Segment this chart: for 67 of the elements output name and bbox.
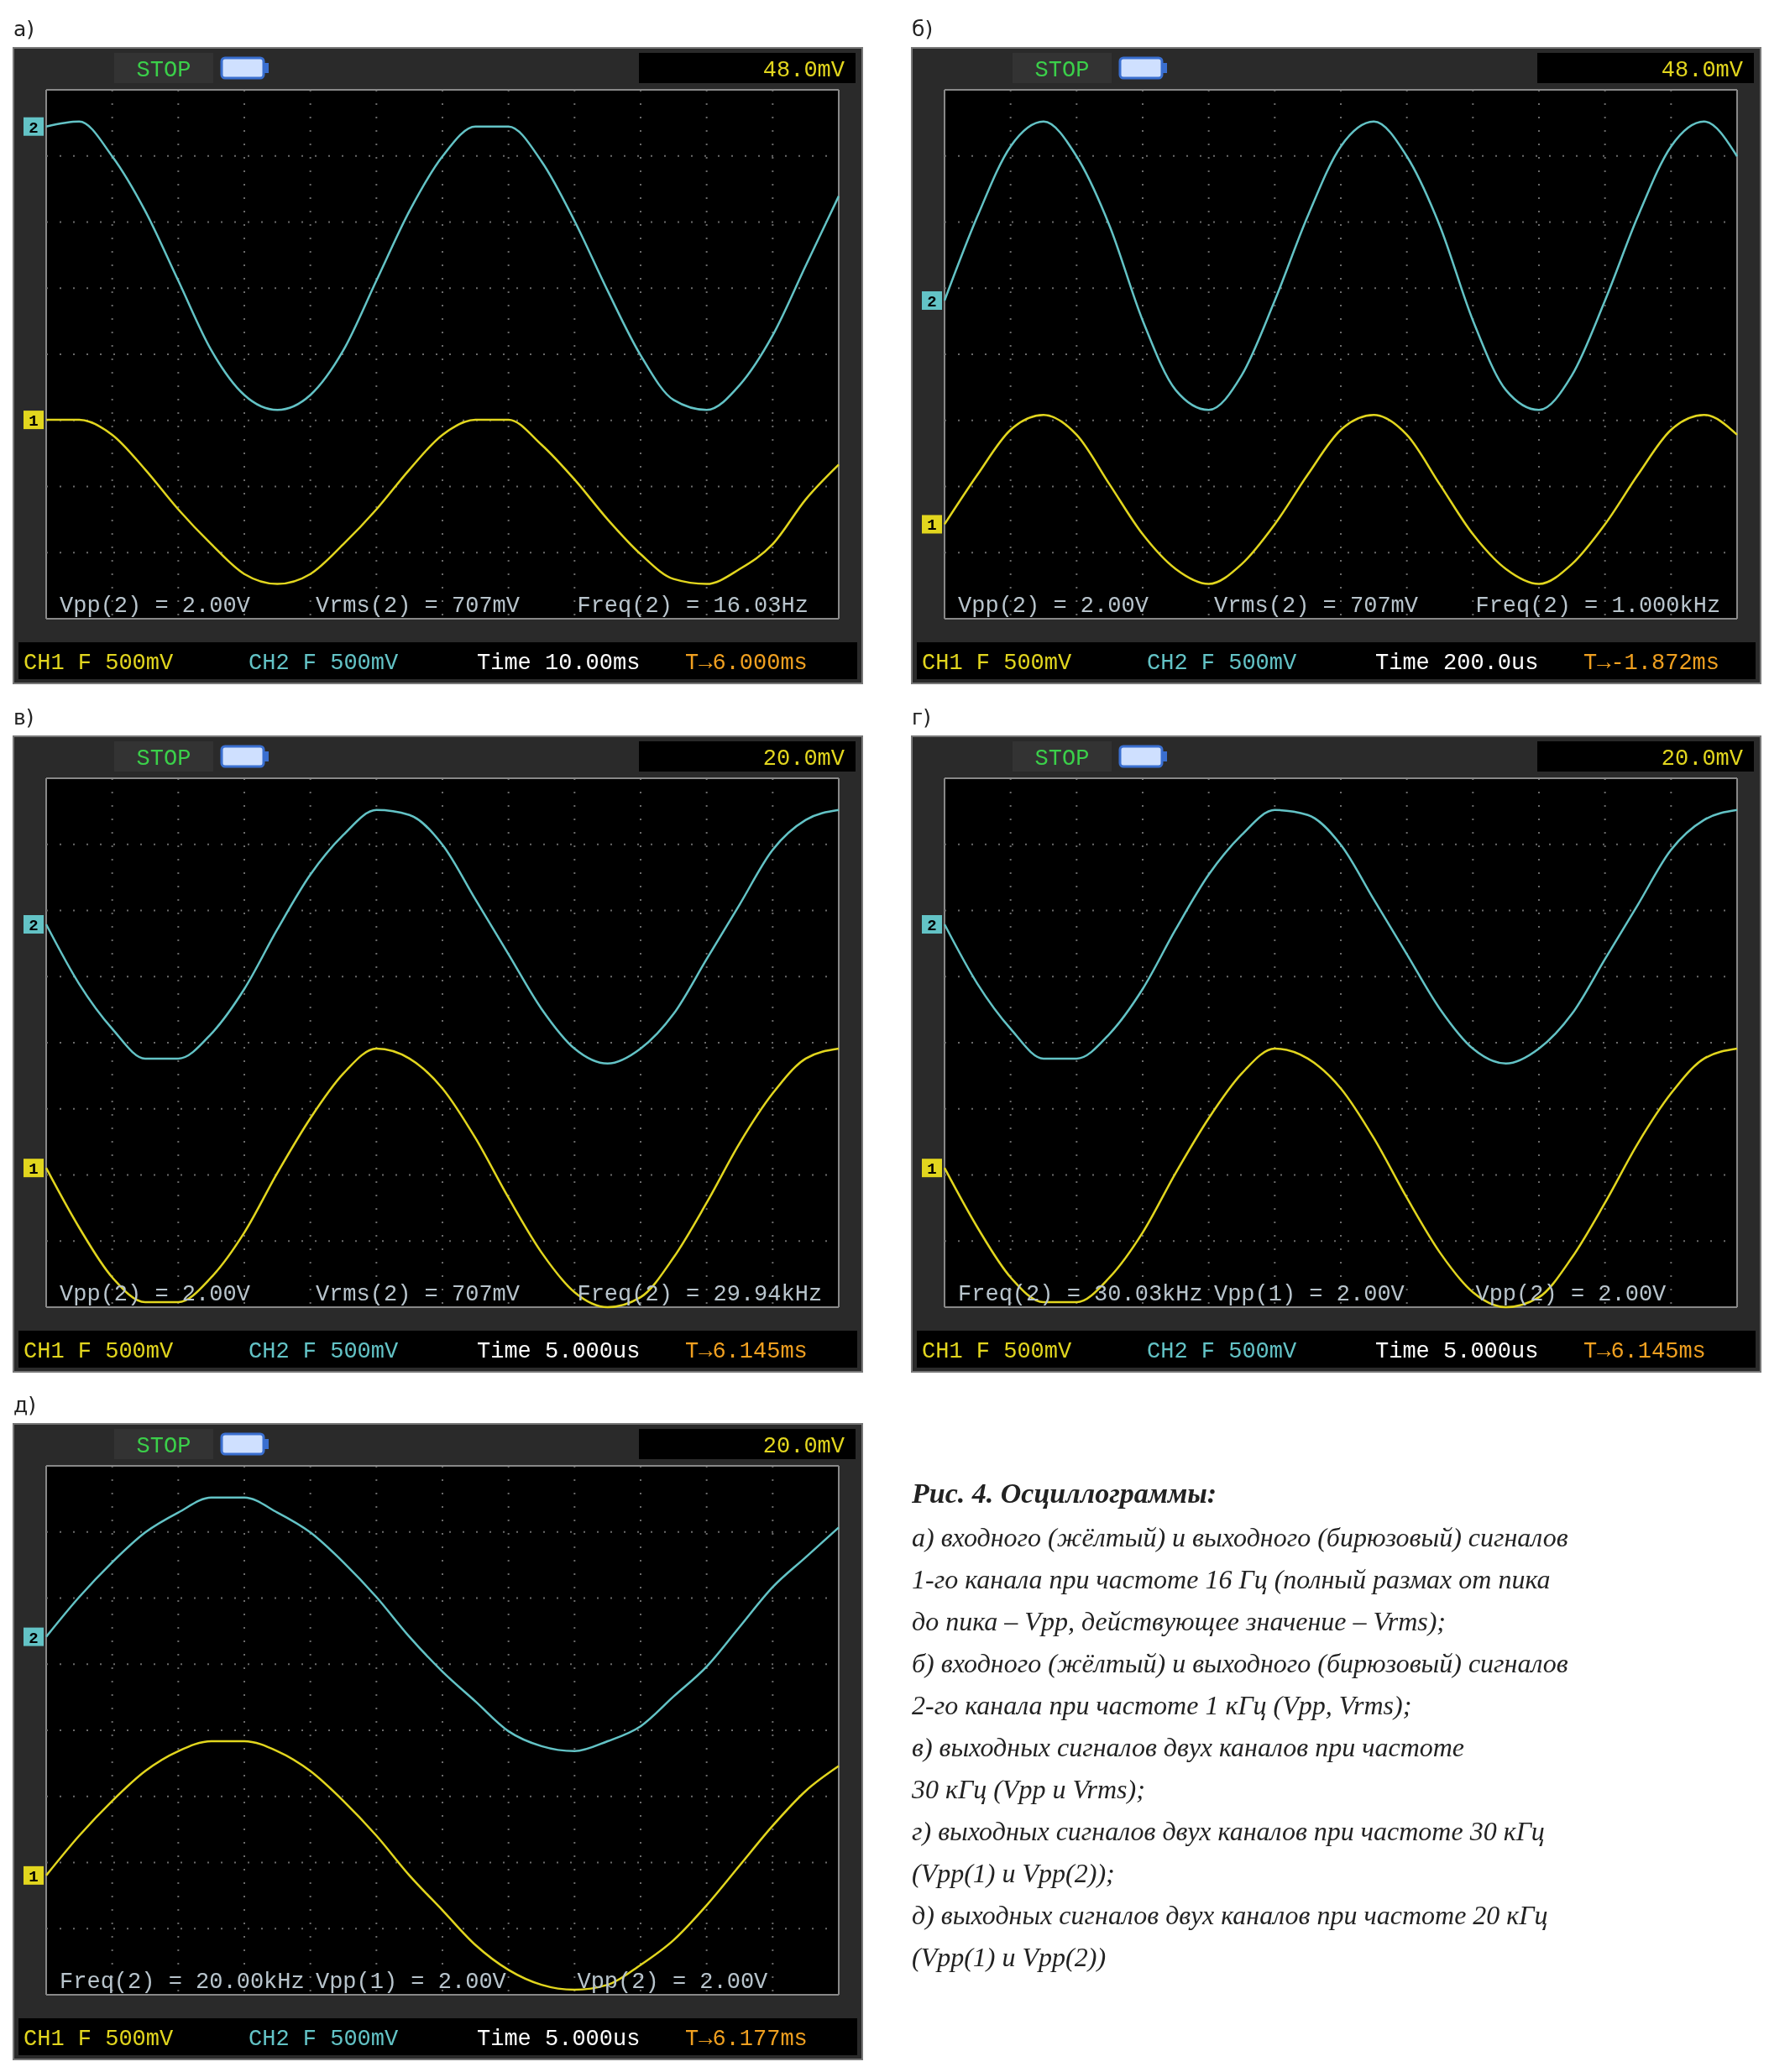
annotation: Vpp(1) = 2.00V <box>315 1970 507 1995</box>
series-label: 2 <box>927 917 937 936</box>
text: до пика – Vpp, действующее значение – Vrms); <box>912 1606 1446 1636</box>
text: 48.0mV <box>1661 58 1744 83</box>
series-label: 2 <box>29 118 39 138</box>
text: T→6.145ms <box>1583 1339 1706 1364</box>
series-label: 1 <box>927 1160 937 1180</box>
series-label: 2 <box>927 292 937 311</box>
text: CH2 F 500mV <box>249 2027 400 2052</box>
text: г) выходных сигналов двух каналов при частоте 30 кГц <box>912 1816 1545 1846</box>
text: 20.0mV <box>1661 746 1744 772</box>
text: 20.0mV <box>762 1434 845 1459</box>
text: T→6.000ms <box>685 651 808 676</box>
text: (Vpp(1) и Vpp(2)); <box>912 1858 1115 1888</box>
annotation: Freq(2) = 1.000kHz <box>1475 594 1721 619</box>
text: 2-го канала при частоте 1 кГц (Vpp, Vrms); <box>912 1690 1412 1720</box>
text: Time 5.000us <box>1375 1339 1539 1364</box>
text: 20.0mV <box>762 746 845 772</box>
text: 48.0mV <box>762 58 845 83</box>
series-label: 1 <box>927 516 937 536</box>
chart-title: г) <box>912 705 931 730</box>
text: CH1 F 500mV <box>24 2027 175 2052</box>
annotation: Vrms(2) = 707mV <box>315 1282 521 1307</box>
text: STOP <box>136 1434 191 1459</box>
text: 30 кГц (Vpp и Vrms); <box>911 1774 1145 1804</box>
chart-title: д) <box>13 1393 37 1417</box>
text: STOP <box>1034 58 1090 83</box>
text: CH1 F 500mV <box>24 1339 175 1364</box>
series-label: 2 <box>29 1629 39 1648</box>
text: а) входного (жёлтый) и выходного (бирюзовый) сигналов <box>912 1522 1568 1552</box>
text: T→-1.872ms <box>1583 651 1720 676</box>
text: Time 5.000us <box>477 2027 641 2052</box>
series-label: 1 <box>29 1160 39 1180</box>
chart-title: а) <box>13 17 35 41</box>
text: Time 5.000us <box>477 1339 641 1364</box>
text: STOP <box>136 746 191 772</box>
series-label: 2 <box>29 917 39 936</box>
annotation: Vpp(2) = 2.00V <box>60 594 251 619</box>
text: Time 10.00ms <box>477 651 641 676</box>
text: 1-го канала при частоте 16 Гц (полный размах от пика <box>912 1564 1551 1594</box>
text: CH1 F 500mV <box>24 651 175 676</box>
text: CH2 F 500mV <box>1147 1339 1298 1364</box>
annotation: Freq(2) = 20.00kHz <box>60 1970 305 1995</box>
text: в) выходных сигналов двух каналов при частоте <box>912 1732 1465 1762</box>
text: T→6.145ms <box>685 1339 808 1364</box>
series-label: 1 <box>29 1867 39 1886</box>
text: STOP <box>1034 746 1090 772</box>
chart-title: в) <box>13 705 34 730</box>
text: CH2 F 500mV <box>249 1339 400 1364</box>
text: Time 200.0us <box>1375 651 1539 676</box>
annotation: Vpp(1) = 2.00V <box>1213 1282 1405 1307</box>
text: STOP <box>136 58 191 83</box>
series-label: 1 <box>29 412 39 432</box>
annotation: Vrms(2) = 707mV <box>1213 594 1419 619</box>
chart-title: б) <box>912 17 934 41</box>
annotation: Freq(2) = 16.03Hz <box>577 594 809 619</box>
text: T→6.177ms <box>685 2027 808 2052</box>
text: CH2 F 500mV <box>249 651 400 676</box>
text: (Vpp(1) и Vpp(2)) <box>912 1942 1107 1972</box>
annotation: Vpp(2) = 2.00V <box>958 594 1149 619</box>
text: Рис. 4. Осциллограммы: <box>911 1478 1217 1509</box>
annotation: Vrms(2) = 707mV <box>315 594 521 619</box>
text: б) входного (жёлтый) и выходного (бирюзовый) сигналов <box>912 1648 1568 1678</box>
text: CH1 F 500mV <box>922 1339 1073 1364</box>
text: д) выходных сигналов двух каналов при частоте 20 кГц <box>912 1900 1548 1930</box>
text: CH1 F 500mV <box>922 651 1073 676</box>
text: CH2 F 500mV <box>1147 651 1298 676</box>
